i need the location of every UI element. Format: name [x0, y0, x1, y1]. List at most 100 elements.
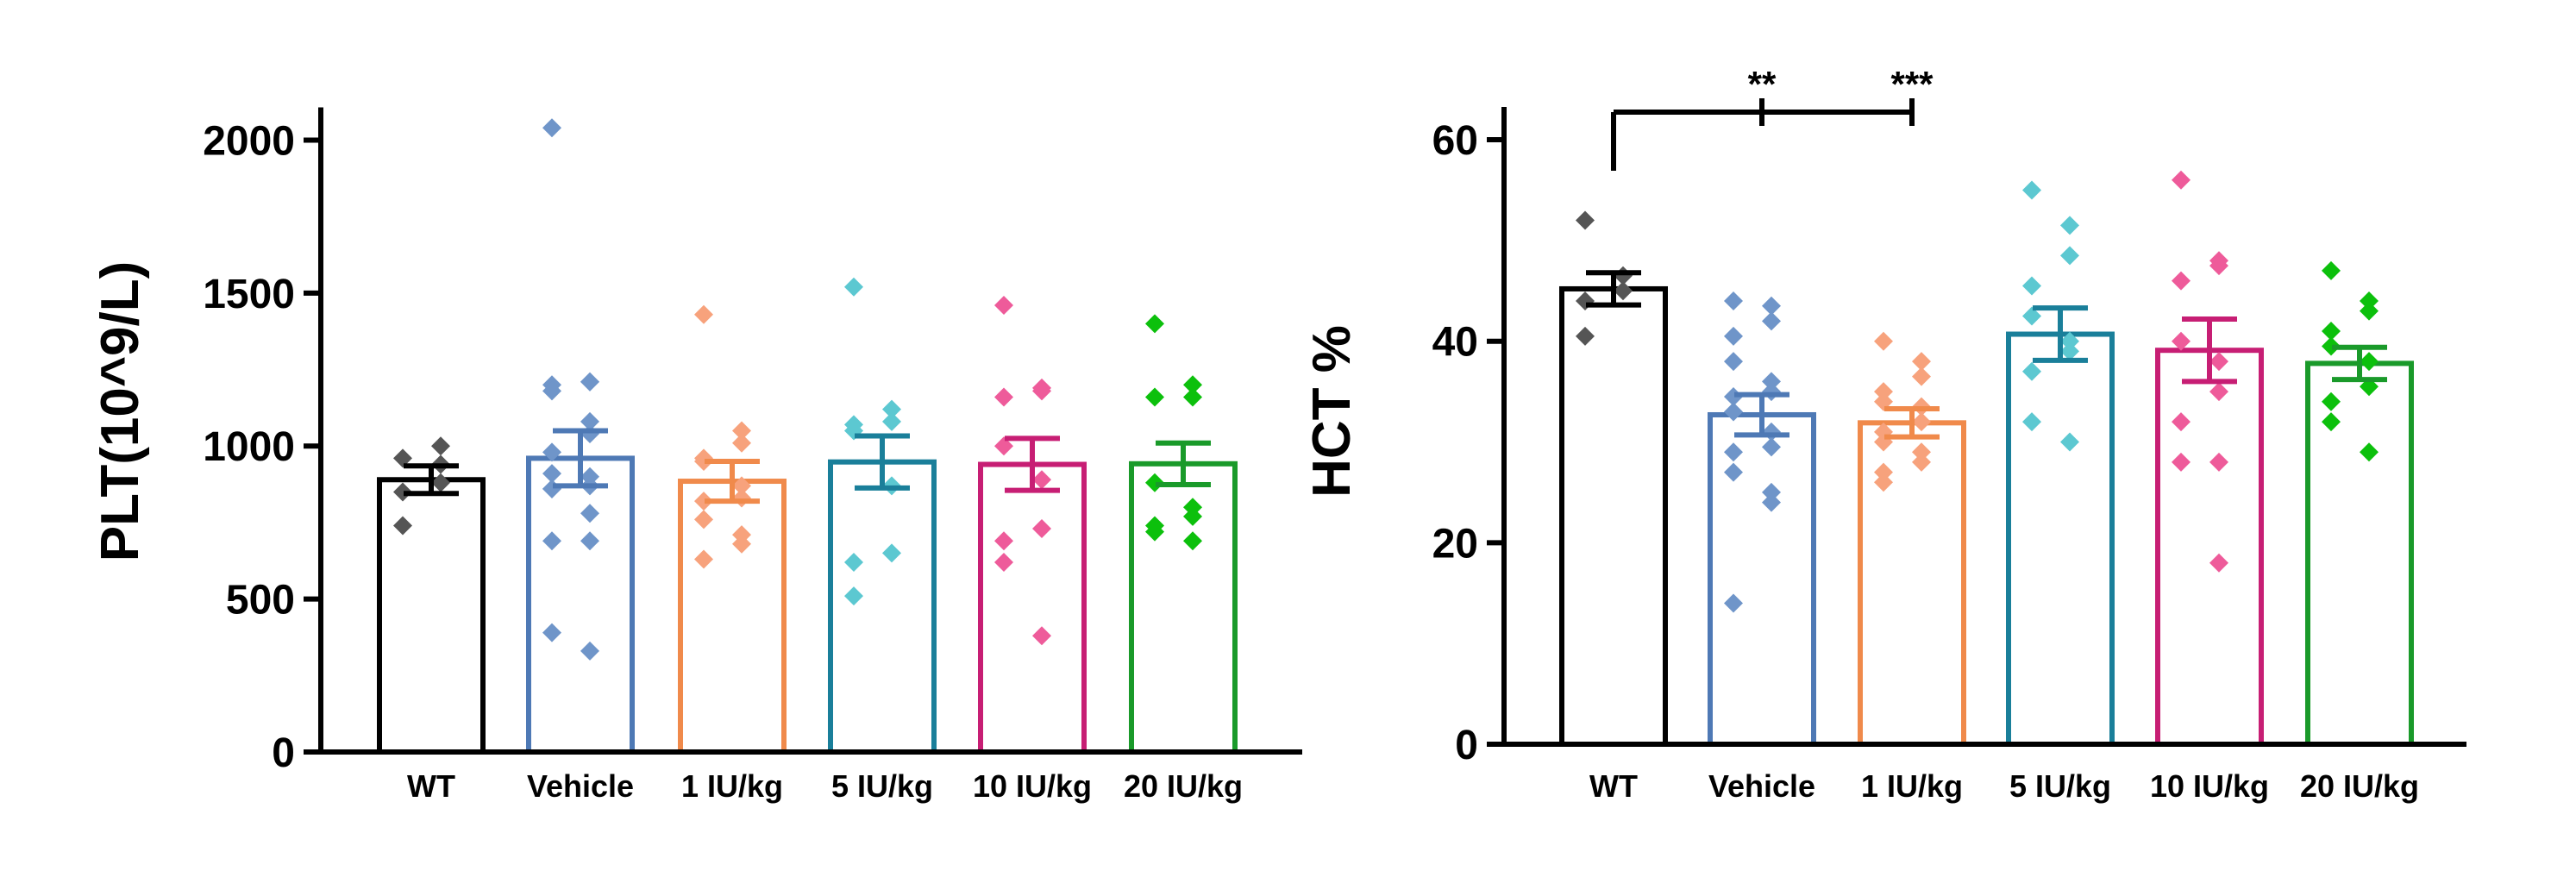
- y-tick-label: 0: [1455, 723, 1478, 768]
- data-point: [1762, 382, 1781, 402]
- data-point: [732, 488, 751, 508]
- y-tick-label: 0: [272, 730, 295, 776]
- data-point: [1145, 473, 1164, 492]
- data-point: [2022, 361, 2041, 381]
- y-axis-title: PLT(10^9/L): [91, 261, 150, 562]
- hct-chart: WT Vehicle 1 IU/kg 5 IU/kg 10 IU/kg 20 IU/kg 0…: [1302, 64, 2466, 804]
- data-point: [2060, 331, 2079, 351]
- data-point: [994, 296, 1013, 316]
- data-point: [1183, 375, 1202, 395]
- y-tick-label: 500: [226, 578, 295, 623]
- data-point: [542, 118, 561, 138]
- data-point: [1614, 281, 1633, 301]
- data-point: [2022, 412, 2041, 432]
- data-point: [2060, 216, 2079, 235]
- data-point: [1762, 437, 1781, 457]
- data-point: [1724, 386, 1743, 406]
- category-label: WT: [1589, 768, 1638, 804]
- data-point: [844, 553, 863, 573]
- data-point: [1145, 387, 1164, 407]
- data-point: [1912, 442, 1931, 462]
- data-point: [393, 516, 412, 536]
- data-point: [844, 277, 863, 297]
- bar-0: [1559, 285, 1668, 747]
- data-point: [1874, 382, 1893, 402]
- data-point: [580, 411, 599, 431]
- category-label: 1 IU/kg: [681, 768, 783, 804]
- data-point: [694, 304, 713, 324]
- data-point: [694, 510, 713, 529]
- data-point: [393, 482, 412, 502]
- data-point: [542, 479, 561, 498]
- data-point: [1576, 291, 1595, 310]
- data-point: [1762, 492, 1781, 512]
- data-point: [580, 504, 599, 523]
- category-label: 10 IU/kg: [973, 768, 1092, 804]
- data-point: [580, 641, 599, 661]
- data-point: [2172, 412, 2191, 432]
- bar-3: [828, 459, 937, 755]
- data-point: [1724, 352, 1743, 372]
- data-point: [994, 553, 1013, 573]
- y-tick-label: 40: [1432, 320, 1478, 366]
- data-point: [1874, 473, 1893, 492]
- data-point: [2322, 260, 2341, 280]
- y-tick-label: 1000: [203, 424, 295, 470]
- data-point: [1032, 470, 1051, 490]
- category-label: 20 IU/kg: [2300, 768, 2419, 804]
- data-point: [1724, 442, 1743, 462]
- data-point: [1183, 387, 1202, 407]
- data-point: [844, 586, 863, 606]
- y-tick-label: 60: [1432, 118, 1478, 164]
- bar-4: [978, 461, 1087, 755]
- data-point: [1145, 314, 1164, 334]
- data-point: [1724, 593, 1743, 613]
- data-point: [2172, 170, 2191, 190]
- data-point: [1912, 452, 1931, 472]
- data-point: [542, 623, 561, 642]
- data-point: [2209, 553, 2228, 573]
- y-tick-label: 1500: [203, 272, 295, 317]
- y-tick-label: 2000: [203, 118, 295, 164]
- data-point: [1762, 311, 1781, 331]
- data-point: [2022, 276, 2041, 296]
- plt-chart: WT Vehicle 1 IU/kg 5 IU/kg 10 IU/kg 20 IU/kg 0…: [91, 107, 1302, 804]
- significance-label: ***: [1890, 64, 1934, 104]
- data-point: [2172, 271, 2191, 291]
- data-point: [1724, 402, 1743, 422]
- data-point: [1912, 352, 1931, 372]
- data-point: [694, 492, 713, 511]
- data-point: [431, 473, 450, 492]
- data-point: [393, 448, 412, 468]
- data-point: [882, 399, 901, 419]
- category-label: 10 IU/kg: [2150, 768, 2269, 804]
- data-point: [2060, 246, 2079, 266]
- bar-0: [377, 477, 486, 755]
- data-point: [2172, 331, 2191, 351]
- data-point: [732, 534, 751, 554]
- data-point: [1762, 296, 1781, 316]
- data-point: [994, 387, 1013, 407]
- bar-1: [1708, 411, 1816, 747]
- data-point: [2322, 336, 2341, 356]
- category-label: 5 IU/kg: [831, 768, 933, 804]
- data-point: [1762, 372, 1781, 392]
- data-point: [1032, 626, 1051, 646]
- bar-5: [1129, 461, 1238, 755]
- data-point: [431, 436, 450, 456]
- data-point: [1724, 291, 1743, 310]
- data-point: [994, 531, 1013, 551]
- data-point: [1183, 506, 1202, 526]
- data-point: [1912, 367, 1931, 386]
- data-point: [1183, 531, 1202, 551]
- data-point: [2360, 301, 2379, 321]
- data-point: [1145, 522, 1164, 542]
- data-point: [580, 424, 599, 444]
- y-axis-title: HCT %: [1302, 325, 1362, 498]
- data-point: [732, 476, 751, 496]
- data-point: [1032, 519, 1051, 539]
- data-point: [580, 531, 599, 551]
- data-point: [732, 433, 751, 453]
- category-label: 5 IU/kg: [2009, 768, 2111, 804]
- category-label: 20 IU/kg: [1124, 768, 1243, 804]
